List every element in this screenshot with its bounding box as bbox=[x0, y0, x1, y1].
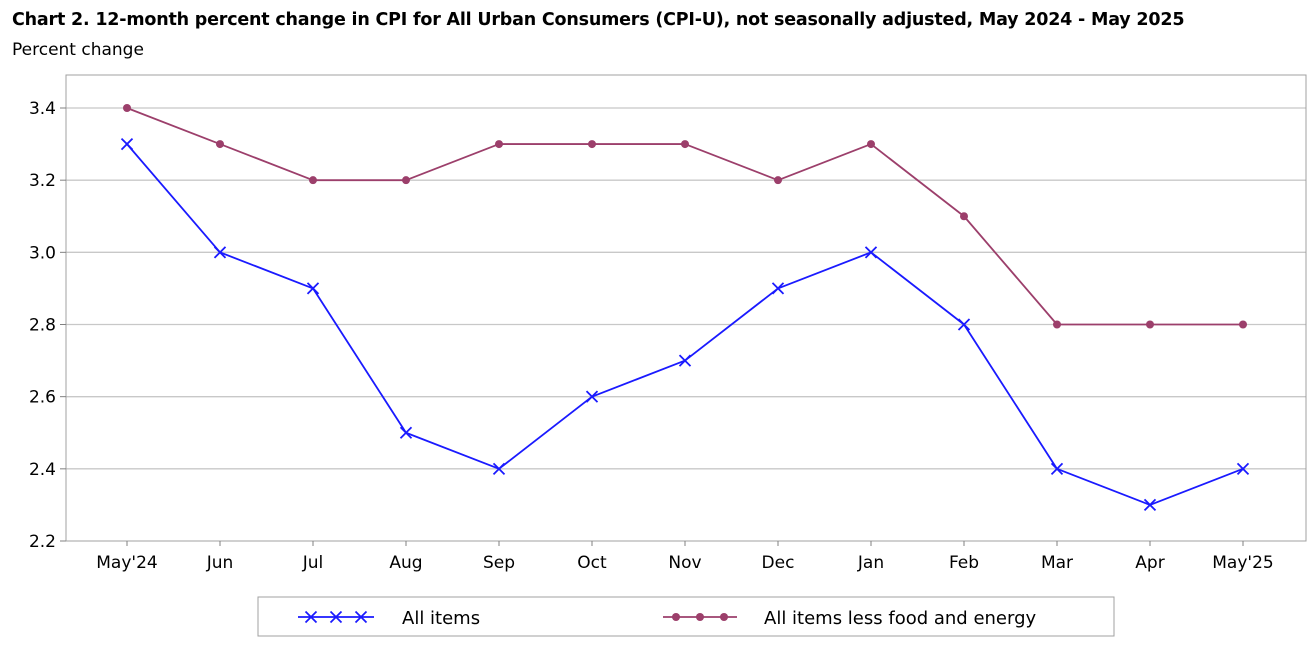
y-tick-label: 2.8 bbox=[29, 316, 56, 336]
x-tick-label: Jul bbox=[302, 553, 324, 573]
legend-marker bbox=[720, 613, 728, 621]
data-point bbox=[216, 140, 224, 149]
data-point bbox=[309, 176, 317, 185]
data-point bbox=[585, 390, 599, 403]
legend-entry: All items less food and energy bbox=[663, 608, 1037, 629]
data-point bbox=[402, 176, 410, 185]
x-tick-label: Oct bbox=[577, 553, 607, 573]
x-tick-label: Mar bbox=[1041, 553, 1073, 573]
x-tick-label: Nov bbox=[668, 553, 701, 573]
data-point bbox=[960, 212, 968, 221]
y-tick-label: 3.0 bbox=[29, 243, 56, 263]
x-tick-label: May'25 bbox=[1212, 553, 1273, 573]
data-point bbox=[774, 176, 782, 185]
y-tick-label: 2.4 bbox=[29, 460, 56, 480]
legend-label: All items bbox=[402, 608, 480, 629]
x-tick-label: May'24 bbox=[96, 553, 157, 573]
y-tick-label: 2.6 bbox=[29, 388, 56, 408]
series-core bbox=[123, 104, 1247, 329]
data-point bbox=[1146, 320, 1154, 329]
x-tick-label: Jan bbox=[857, 553, 884, 573]
legend: All items All items less food and energy bbox=[257, 596, 1115, 637]
x-tick-label: Aug bbox=[389, 553, 422, 573]
data-point bbox=[771, 282, 785, 295]
data-point bbox=[120, 137, 134, 151]
y-axis-label: Percent change bbox=[12, 40, 144, 60]
x-tick-label: Feb bbox=[949, 553, 979, 573]
data-point bbox=[495, 140, 503, 149]
data-point bbox=[123, 104, 131, 112]
x-tick-label: Dec bbox=[762, 553, 795, 573]
legend-marker bbox=[329, 610, 343, 624]
data-point bbox=[1143, 498, 1157, 512]
data-point bbox=[492, 462, 506, 475]
data-point bbox=[678, 354, 692, 367]
data-point bbox=[1053, 320, 1061, 329]
data-point bbox=[864, 246, 878, 259]
legend-label: All items less food and energy bbox=[764, 608, 1037, 629]
legend-marker bbox=[304, 610, 318, 624]
data-point bbox=[681, 140, 689, 149]
data-point bbox=[1050, 462, 1064, 475]
data-point bbox=[306, 282, 320, 295]
x-tick-label: Jun bbox=[206, 553, 234, 573]
series bbox=[120, 104, 1250, 512]
gridlines bbox=[66, 107, 1306, 470]
data-point bbox=[1239, 320, 1247, 329]
data-point bbox=[867, 140, 875, 149]
x-tick-label: Apr bbox=[1135, 553, 1164, 573]
data-point bbox=[213, 246, 227, 259]
y-axis-ticks: 2.2 2.4 2.6 2.8 3.0 3.2 3.4 bbox=[29, 99, 66, 552]
data-point bbox=[588, 140, 596, 149]
legend-marker bbox=[696, 613, 704, 621]
y-tick-label: 3.2 bbox=[29, 171, 56, 191]
plot-area bbox=[65, 74, 1307, 542]
legend-marker bbox=[672, 613, 680, 621]
data-point bbox=[957, 318, 971, 331]
y-tick-label: 3.4 bbox=[29, 99, 56, 119]
legend-marker bbox=[354, 610, 368, 624]
series-all-items bbox=[120, 137, 1250, 512]
x-axis-ticks: May'24 Jun Jul Aug Sep Oct Nov Dec Jan Feb Mar Apr M… bbox=[96, 541, 1274, 573]
y-tick-label: 2.2 bbox=[29, 532, 56, 552]
legend-entry: All items bbox=[298, 608, 480, 629]
data-point bbox=[399, 426, 413, 439]
data-point bbox=[1236, 462, 1250, 475]
chart-title: Chart 2. 12-month percent change in CPI … bbox=[12, 10, 1185, 30]
x-tick-label: Sep bbox=[483, 553, 515, 573]
